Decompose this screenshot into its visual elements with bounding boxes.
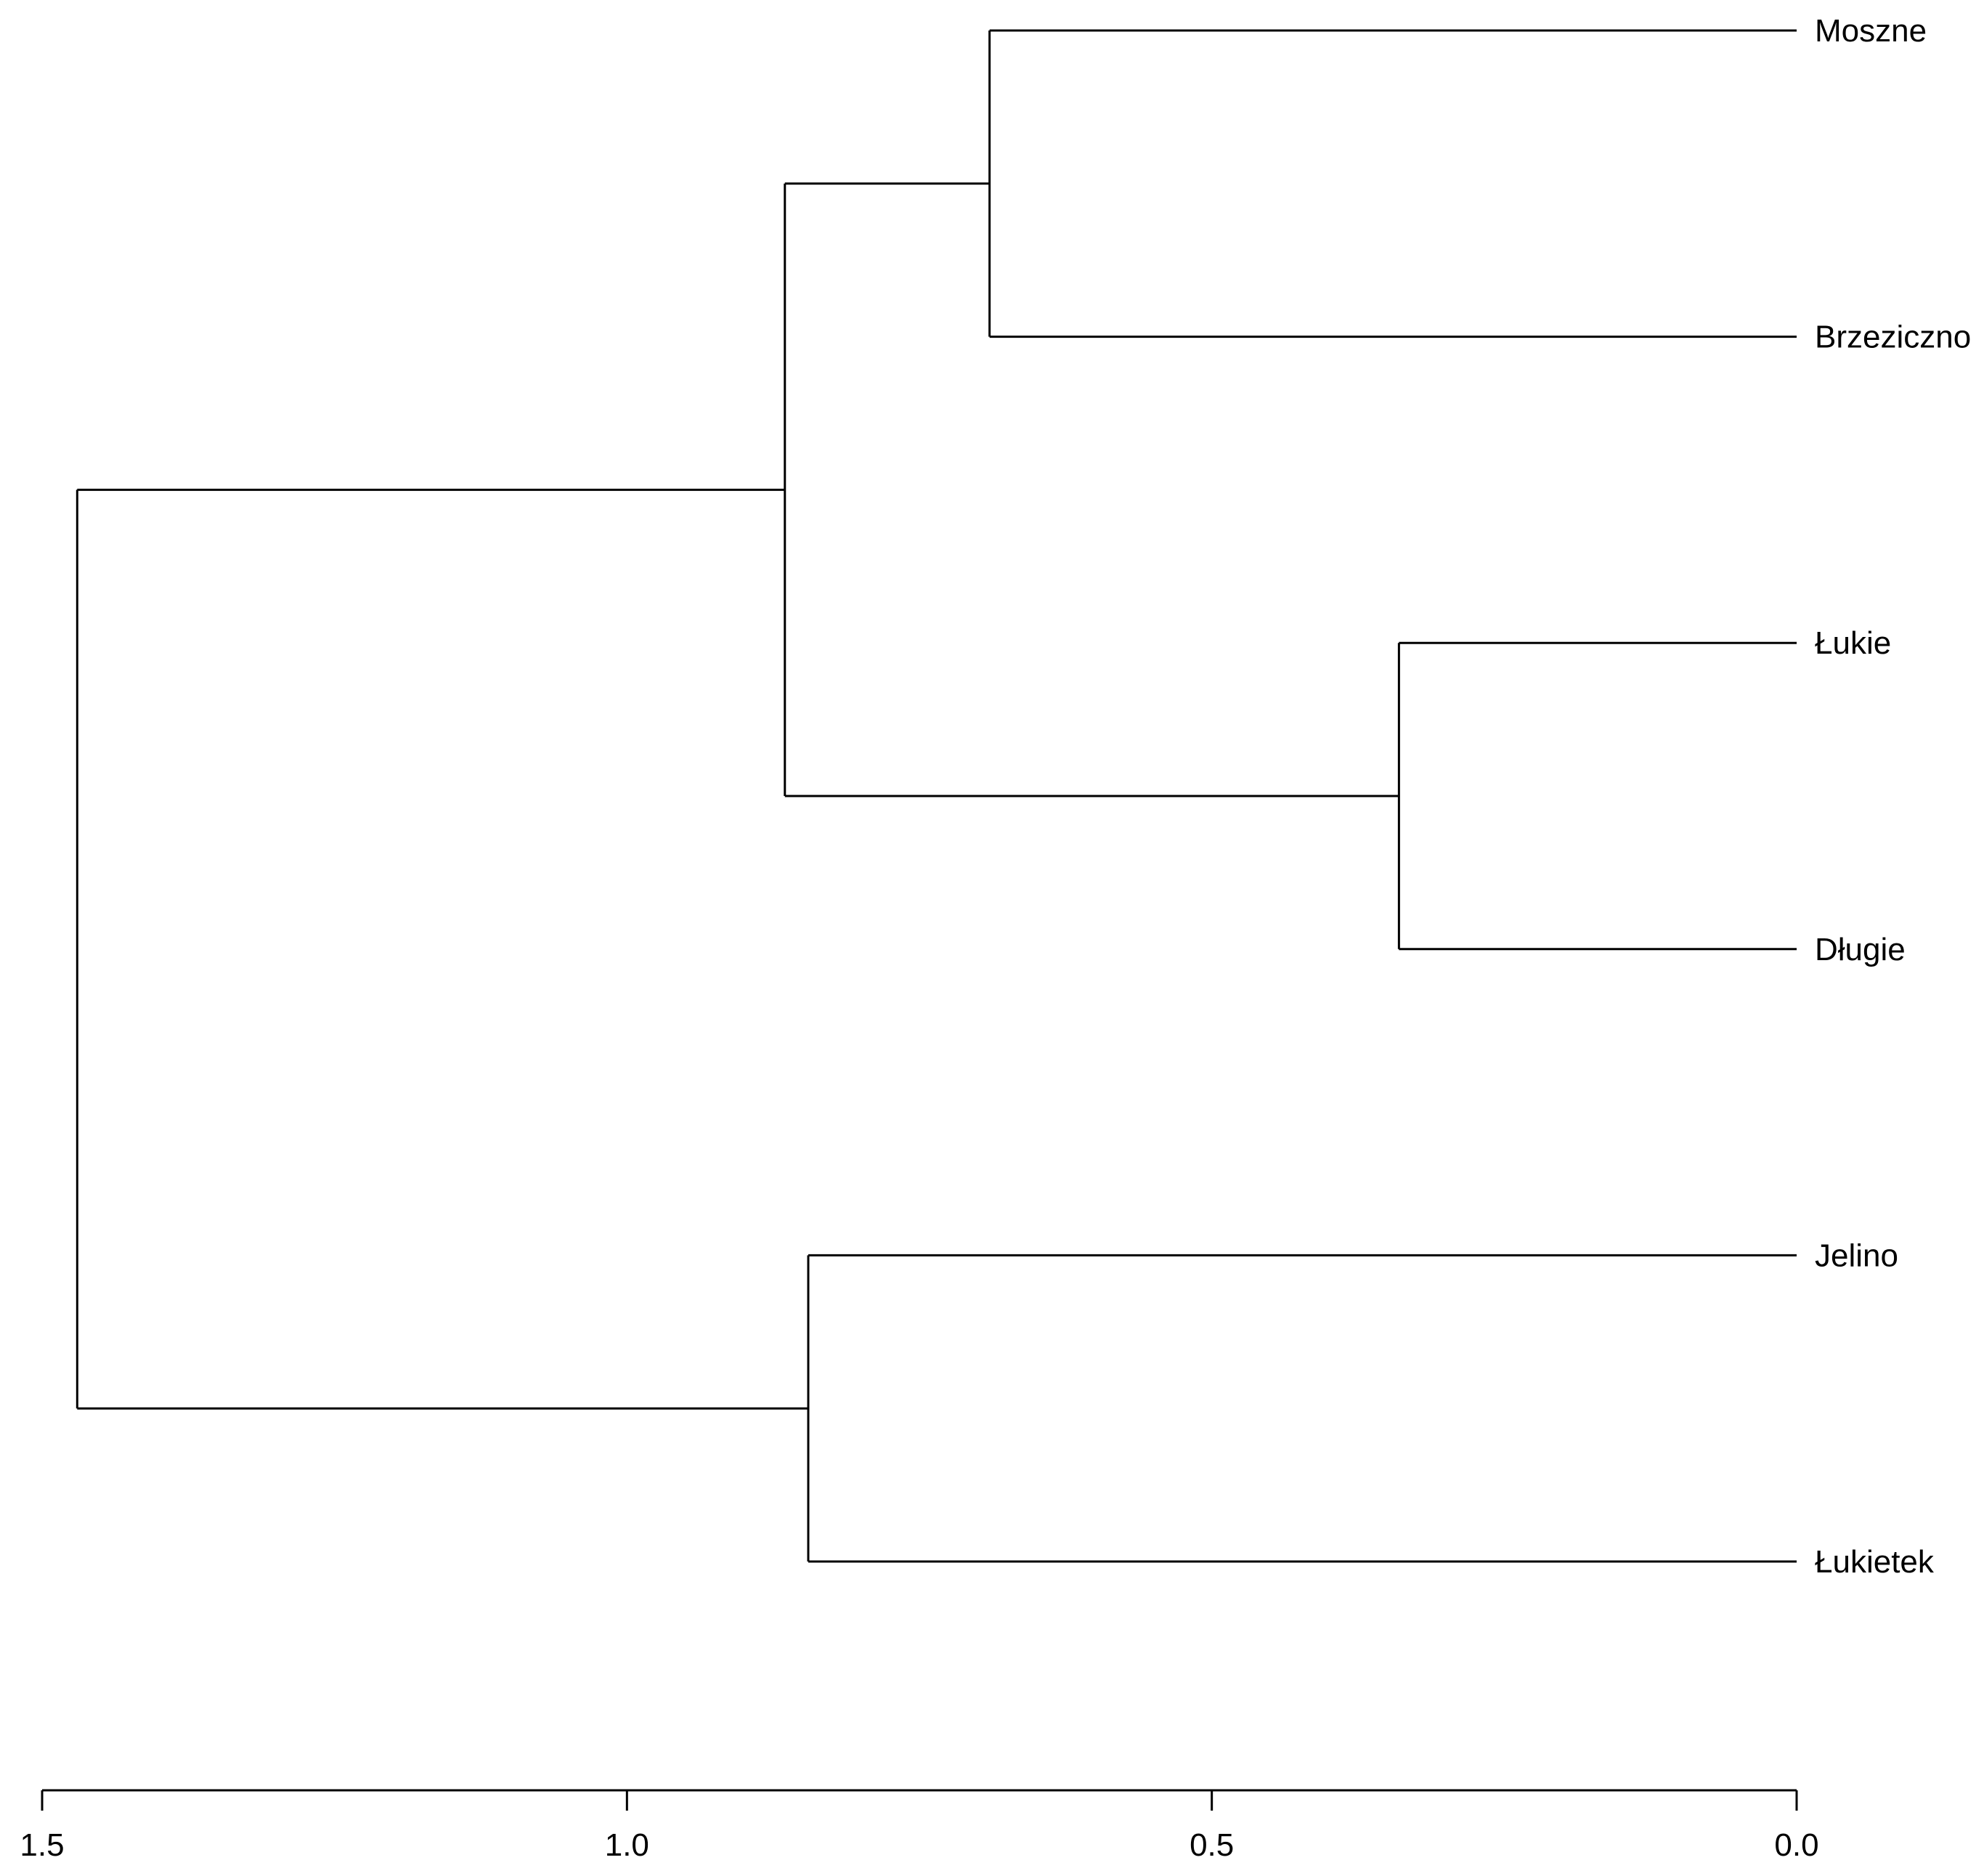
x-axis: 1.5 1.0 0.5 0.0 xyxy=(20,1789,1819,1863)
dendrogram-branches xyxy=(76,29,1797,1563)
leaf-label: Długie xyxy=(1815,932,1906,967)
x-tick-label: 1.0 xyxy=(605,1827,649,1863)
x-tick-label: 0.5 xyxy=(1190,1827,1234,1863)
leaf-label: Łukie xyxy=(1815,625,1891,661)
leaf-labels: Moszne Brzeziczno Łukie Długie Jelino Łukiete… xyxy=(1815,13,1971,1580)
leaf-label: Brzeziczno xyxy=(1815,320,1971,355)
x-tick-label: 1.5 xyxy=(20,1827,64,1863)
x-tick-label: 0.0 xyxy=(1774,1827,1818,1863)
leaf-label: Moszne xyxy=(1815,13,1927,49)
leaf-label: Łukietek xyxy=(1815,1544,1935,1580)
leaf-label: Jelino xyxy=(1815,1238,1898,1273)
